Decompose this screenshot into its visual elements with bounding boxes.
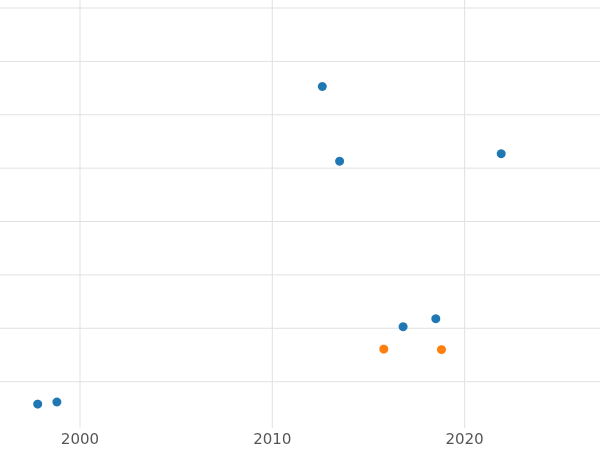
x-tick-label: 2010 [253,430,291,448]
x-tick-label: 2020 [446,430,484,448]
orange-series-point [437,345,446,355]
orange-series-point [379,344,389,354]
blue-series-point [335,156,345,166]
blue-series-point [33,399,43,409]
x-tick-label: 2000 [61,430,99,448]
blue-series-point [52,397,62,407]
blue-series-point [496,149,506,159]
blue-series-point [398,322,408,332]
blue-series-point [317,82,327,91]
blue-series-point [431,314,441,324]
